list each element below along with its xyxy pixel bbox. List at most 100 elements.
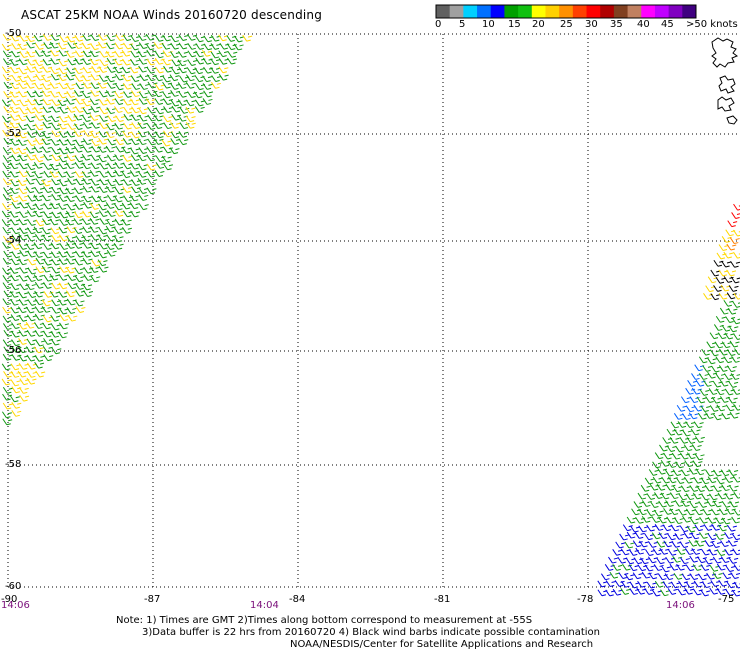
wind-barb [702,365,713,372]
wind-barb [652,476,663,484]
wind-barb [694,508,705,516]
wind-barb [187,43,198,50]
wind-barb [58,179,69,187]
wind-barb [121,218,132,226]
wind-barb [726,269,737,277]
wind-barb [202,57,213,65]
wind-barb [732,548,740,556]
wind-barb [679,452,690,460]
wind-barb [186,74,196,82]
wind-barb [177,82,188,89]
wind-barb [105,225,116,233]
wind-barb [90,242,101,250]
wind-barb [669,492,680,500]
wind-barb [625,557,636,565]
wind-barb [676,548,687,555]
wind-barb [81,91,92,99]
wind-barb [18,75,29,83]
wind-barb [42,234,53,242]
wind-barb [10,371,21,378]
wind-barb [98,186,109,194]
wind-barb [691,548,702,555]
wind-barb [667,548,678,556]
wind-barb [723,373,734,380]
wind-barb [689,485,700,492]
wind-barb [630,525,641,533]
wind-barb [2,115,12,123]
wind-barb [731,533,740,541]
wind-barb [82,162,93,170]
wind-barb [153,138,164,145]
wind-barb [65,51,76,58]
wind-barb [669,437,680,444]
wind-barb [2,306,13,314]
wind-barb [637,580,648,588]
wind-barb [123,122,134,130]
wind-barb [681,469,692,477]
wind-barb [147,130,158,138]
wind-barb [82,99,93,107]
wind-barb [114,203,124,211]
wind-barb [66,154,77,162]
wind-barb [679,525,690,533]
wind-barb [43,274,54,282]
wind-barb [605,580,616,587]
wind-barb [202,75,213,83]
wind-barb [18,90,29,98]
wind-barb [19,51,30,58]
wind-barb [9,59,20,66]
wind-barb [202,98,213,105]
wind-barb [171,105,182,113]
wind-barb [9,106,20,114]
wind-barb [137,138,148,146]
wind-barb [43,338,54,345]
wind-barb [154,83,165,91]
wind-barb [89,169,100,177]
wind-barb [105,131,116,139]
wind-barb [242,34,253,42]
wind-barb [106,249,117,257]
wind-barb [147,138,158,146]
wind-barb [34,306,45,313]
wind-barb [35,130,46,137]
wind-barb [18,258,29,266]
wind-barb [721,517,732,525]
wind-barb [692,460,703,468]
wind-barb [10,363,21,371]
colorbar-label-20: 20 [532,19,545,30]
wind-barb [710,349,720,357]
wind-barb [648,572,659,580]
wind-barb [698,356,709,364]
wind-barb [629,588,640,595]
wind-barb [671,452,682,460]
wind-barb [89,211,100,219]
wind-barb [11,227,22,235]
wind-barb [138,114,149,122]
wind-barb [146,49,157,57]
wind-barb [122,74,133,82]
wind-barb [137,34,148,41]
wind-barb [74,170,85,178]
wind-barb [729,500,740,508]
wind-barb [18,338,29,345]
wind-barb [728,325,739,333]
wind-barb [58,122,69,130]
wind-barb [106,97,117,105]
wind-barb [731,356,740,363]
wind-barb [122,162,133,170]
wind-barb [10,218,21,226]
wind-barb [58,273,69,281]
wind-barb [41,138,52,146]
wind-barb [9,162,20,170]
wind-barb [146,146,157,154]
wind-barb [66,235,77,243]
wind-barb [1,43,12,51]
wind-barb [718,524,729,532]
wind-barb [89,226,100,233]
lon-label--90: -90 [1,594,18,605]
wind-barb [703,293,714,300]
wind-barb [82,195,93,203]
wind-barb [17,114,28,122]
wind-barb [202,83,213,90]
wind-barb [33,106,44,114]
